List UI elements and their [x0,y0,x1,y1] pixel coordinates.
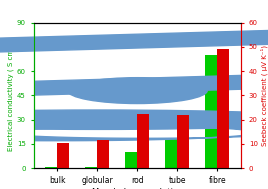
Bar [137,114,149,168]
Bar [165,138,177,168]
Bar [125,152,137,168]
Bar [217,49,229,168]
Bar [46,167,57,168]
Y-axis label: Electrical conductivity ( S cm⁻¹): Electrical conductivity ( S cm⁻¹) [7,40,14,151]
Bar [177,115,189,168]
Ellipse shape [68,78,207,104]
Circle shape [0,110,268,129]
Polygon shape [0,125,268,141]
Bar [85,167,97,168]
Y-axis label: Seebeck coefficient ( μV K⁻¹): Seebeck coefficient ( μV K⁻¹) [260,45,268,146]
Polygon shape [0,71,268,97]
Bar [205,55,217,168]
Bar [97,140,109,168]
Polygon shape [0,18,268,60]
Bar [57,143,69,168]
X-axis label: Morphology evolution: Morphology evolution [92,188,183,189]
